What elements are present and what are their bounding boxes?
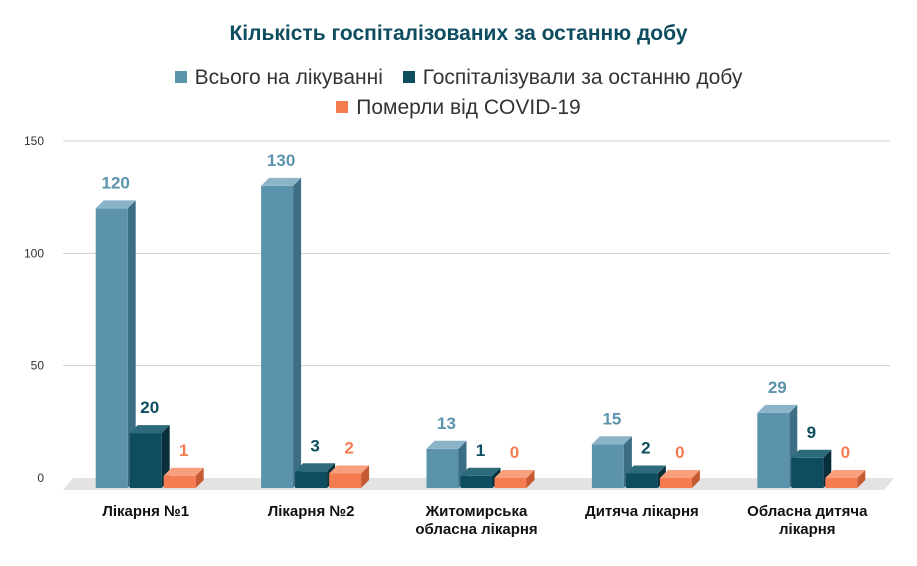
- bar-top: [625, 465, 666, 474]
- bar-side: [127, 200, 136, 488]
- bar-side: [526, 470, 535, 488]
- bar-top: [261, 177, 302, 186]
- bar-top: [329, 465, 370, 474]
- bar-side: [691, 470, 700, 488]
- bar-top: [129, 425, 170, 434]
- legend-swatch-total: [174, 71, 187, 83]
- bar-side: [857, 470, 866, 488]
- bar-top: [591, 436, 632, 445]
- bar: [460, 475, 493, 488]
- bar-top: [825, 470, 866, 478]
- data-label: 3: [310, 436, 319, 455]
- bar: [95, 208, 128, 488]
- bar: [659, 478, 692, 488]
- data-label: 130: [267, 151, 295, 170]
- bar-top: [426, 440, 467, 449]
- legend: Всього на лікуванні Госпіталізували за о…: [0, 63, 917, 123]
- legend-label-died: Померли від COVID-19: [356, 96, 581, 119]
- legend-label-hospitalized: Госпіталізували за останню добу: [422, 66, 743, 89]
- data-label: 120: [102, 173, 130, 192]
- x-tick-label: Лікарня №1: [102, 503, 189, 520]
- bar-top: [460, 467, 501, 476]
- data-label: 2: [344, 439, 353, 458]
- bar-top: [95, 200, 136, 209]
- data-label: 2: [641, 439, 650, 458]
- bar: [129, 433, 162, 488]
- y-tick-label: 0: [37, 471, 44, 485]
- legend-swatch-hospitalized: [402, 71, 415, 83]
- bar: [591, 444, 624, 488]
- bar: [825, 478, 858, 488]
- x-tick-label: Житомирська: [425, 503, 528, 520]
- legend-label-total: Всього на лікуванні: [194, 66, 383, 89]
- chart-title: Кількість госпіталізованих за останню до…: [229, 22, 688, 45]
- bar: [163, 475, 196, 488]
- bar: [757, 412, 790, 488]
- bar: [791, 457, 824, 488]
- bar-top: [791, 449, 832, 458]
- y-tick-label: 100: [24, 246, 44, 260]
- bar-top: [295, 463, 336, 472]
- data-label: 1: [179, 441, 188, 460]
- y-tick-label: 150: [24, 134, 44, 148]
- bar: [625, 473, 658, 488]
- y-tick-label: 50: [31, 359, 45, 373]
- legend-item-died: Померли від COVID-19: [336, 93, 581, 123]
- x-tick-label: Обласна дитяча: [747, 503, 868, 520]
- x-tick-label: обласна лікарня: [415, 521, 537, 538]
- bar-top: [163, 467, 204, 476]
- bar-side: [293, 177, 302, 488]
- data-label: 9: [807, 423, 816, 442]
- data-label: 15: [602, 409, 621, 428]
- x-tick-label: лікарня: [779, 521, 836, 538]
- legend-item-hospitalized: Госпіталізували за останню добу: [402, 63, 743, 93]
- data-label: 0: [675, 443, 684, 462]
- data-label: 1: [476, 441, 485, 460]
- x-tick-label: Лікарня №2: [268, 503, 355, 520]
- bar: [295, 471, 328, 488]
- data-label: 20: [140, 398, 159, 417]
- bar: [426, 448, 459, 488]
- data-label: 0: [841, 443, 850, 462]
- legend-swatch-died: [336, 101, 349, 113]
- bar-top: [494, 470, 535, 478]
- legend-item-total: Всього на лікуванні: [174, 63, 383, 93]
- bar-top: [757, 404, 798, 413]
- bar-top: [659, 470, 700, 478]
- bar: [329, 473, 362, 488]
- bar-side: [361, 465, 370, 488]
- data-label: 29: [768, 378, 787, 397]
- bar-side: [195, 467, 204, 488]
- bar: [494, 478, 527, 488]
- x-tick-label: Дитяча лікарня: [585, 503, 699, 520]
- data-label: 0: [510, 443, 519, 462]
- data-label: 13: [437, 414, 456, 433]
- bar: [261, 185, 294, 488]
